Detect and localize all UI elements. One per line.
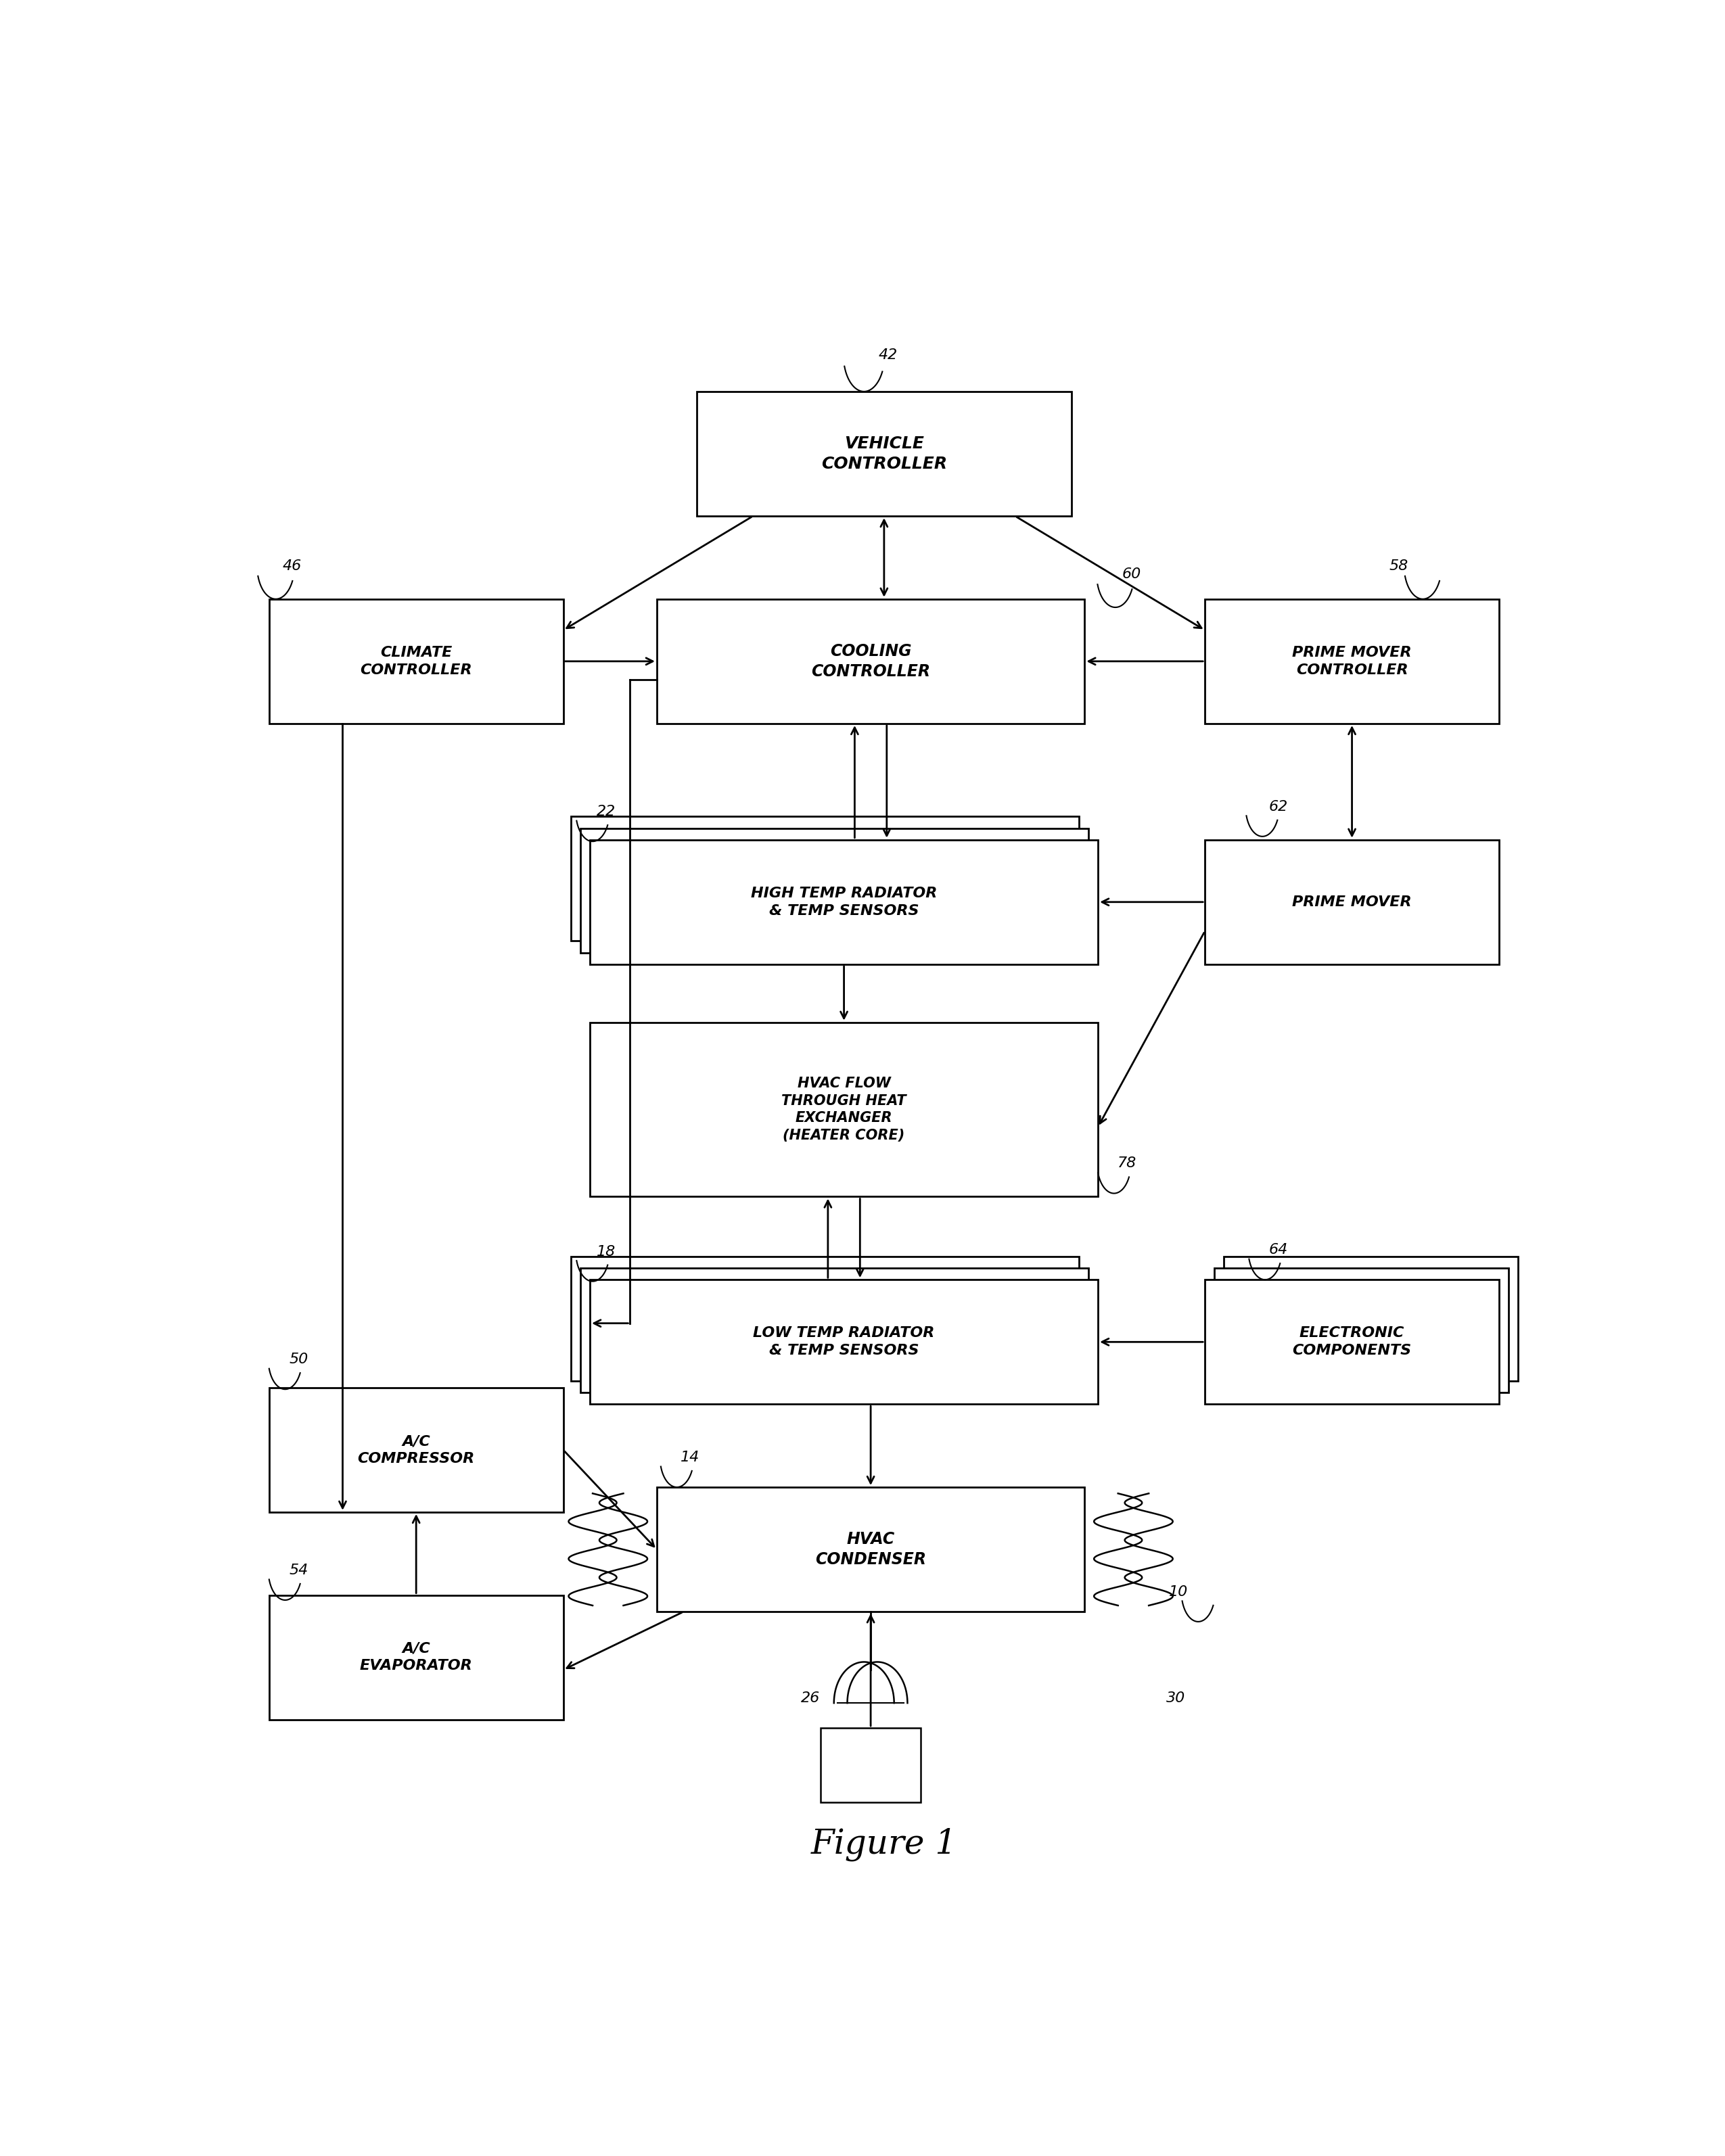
Bar	[1214, 1268, 1508, 1393]
Text: VEHICLE
CONTROLLER: VEHICLE CONTROLLER	[821, 436, 947, 472]
Bar	[269, 1388, 562, 1511]
Text: 18: 18	[597, 1244, 616, 1259]
Bar	[1204, 599, 1499, 724]
Text: 14: 14	[681, 1451, 700, 1464]
Bar	[657, 1488, 1085, 1613]
Text: A/C
EVAPORATOR: A/C EVAPORATOR	[361, 1643, 473, 1673]
Bar	[269, 1595, 562, 1720]
Text: 60: 60	[1121, 567, 1140, 580]
Text: LOW TEMP RADIATOR
& TEMP SENSORS: LOW TEMP RADIATOR & TEMP SENSORS	[754, 1326, 935, 1358]
Bar	[590, 1281, 1097, 1404]
Bar	[590, 841, 1097, 964]
Text: 54: 54	[290, 1563, 309, 1576]
Bar	[571, 1257, 1080, 1382]
Text: 64: 64	[1270, 1244, 1289, 1257]
Bar	[657, 599, 1085, 724]
Text: 26: 26	[800, 1690, 819, 1705]
Bar	[821, 1727, 921, 1802]
Text: A/C
COMPRESSOR: A/C COMPRESSOR	[357, 1434, 474, 1466]
Bar	[1223, 1257, 1518, 1382]
Bar	[269, 599, 562, 724]
Bar	[697, 392, 1071, 515]
Text: Figure 1: Figure 1	[811, 1828, 957, 1861]
Text: HVAC FLOW
THROUGH HEAT
EXCHANGER
(HEATER CORE): HVAC FLOW THROUGH HEAT EXCHANGER (HEATER…	[781, 1076, 906, 1143]
Text: HIGH TEMP RADIATOR
& TEMP SENSORS: HIGH TEMP RADIATOR & TEMP SENSORS	[750, 886, 937, 918]
Bar	[1204, 1281, 1499, 1404]
Bar	[1204, 841, 1499, 964]
Text: 46: 46	[283, 558, 302, 573]
Text: 30: 30	[1166, 1690, 1185, 1705]
Text: ELECTRONIC
COMPONENTS: ELECTRONIC COMPONENTS	[1292, 1326, 1411, 1358]
Text: HVAC
CONDENSER: HVAC CONDENSER	[816, 1531, 926, 1567]
Text: PRIME MOVER
CONTROLLER: PRIME MOVER CONTROLLER	[1292, 647, 1411, 677]
Text: 10: 10	[1168, 1585, 1189, 1598]
Bar	[590, 1022, 1097, 1197]
Text: 50: 50	[290, 1352, 309, 1367]
Text: 58: 58	[1389, 558, 1408, 573]
Text: 22: 22	[597, 804, 616, 819]
Text: PRIME MOVER: PRIME MOVER	[1292, 895, 1411, 910]
Text: 42: 42	[878, 349, 897, 362]
Bar	[581, 1268, 1088, 1393]
Text: CLIMATE
CONTROLLER: CLIMATE CONTROLLER	[361, 647, 473, 677]
Text: COOLING
CONTROLLER: COOLING CONTROLLER	[811, 642, 930, 679]
Bar	[571, 817, 1080, 940]
Text: 78: 78	[1118, 1158, 1137, 1171]
Bar	[581, 828, 1088, 953]
Text: 62: 62	[1270, 800, 1289, 813]
